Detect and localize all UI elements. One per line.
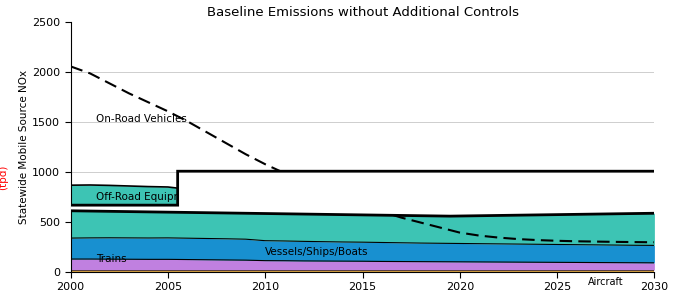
Text: Aircraft: Aircraft [588, 277, 623, 287]
Text: (tpd): (tpd) [0, 164, 9, 190]
Text: Trains: Trains [96, 254, 127, 264]
Text: On-Road Vehicles: On-Road Vehicles [96, 114, 187, 124]
Text: Off-Road Equipment: Off-Road Equipment [96, 192, 201, 202]
Y-axis label: Statewide Mobile Source NOx: Statewide Mobile Source NOx [20, 70, 29, 224]
Text: Vessels/Ships/Boats: Vessels/Ships/Boats [265, 246, 369, 257]
Polygon shape [0, 171, 674, 216]
Title: Baseline Emissions without Additional Controls: Baseline Emissions without Additional Co… [206, 6, 518, 18]
